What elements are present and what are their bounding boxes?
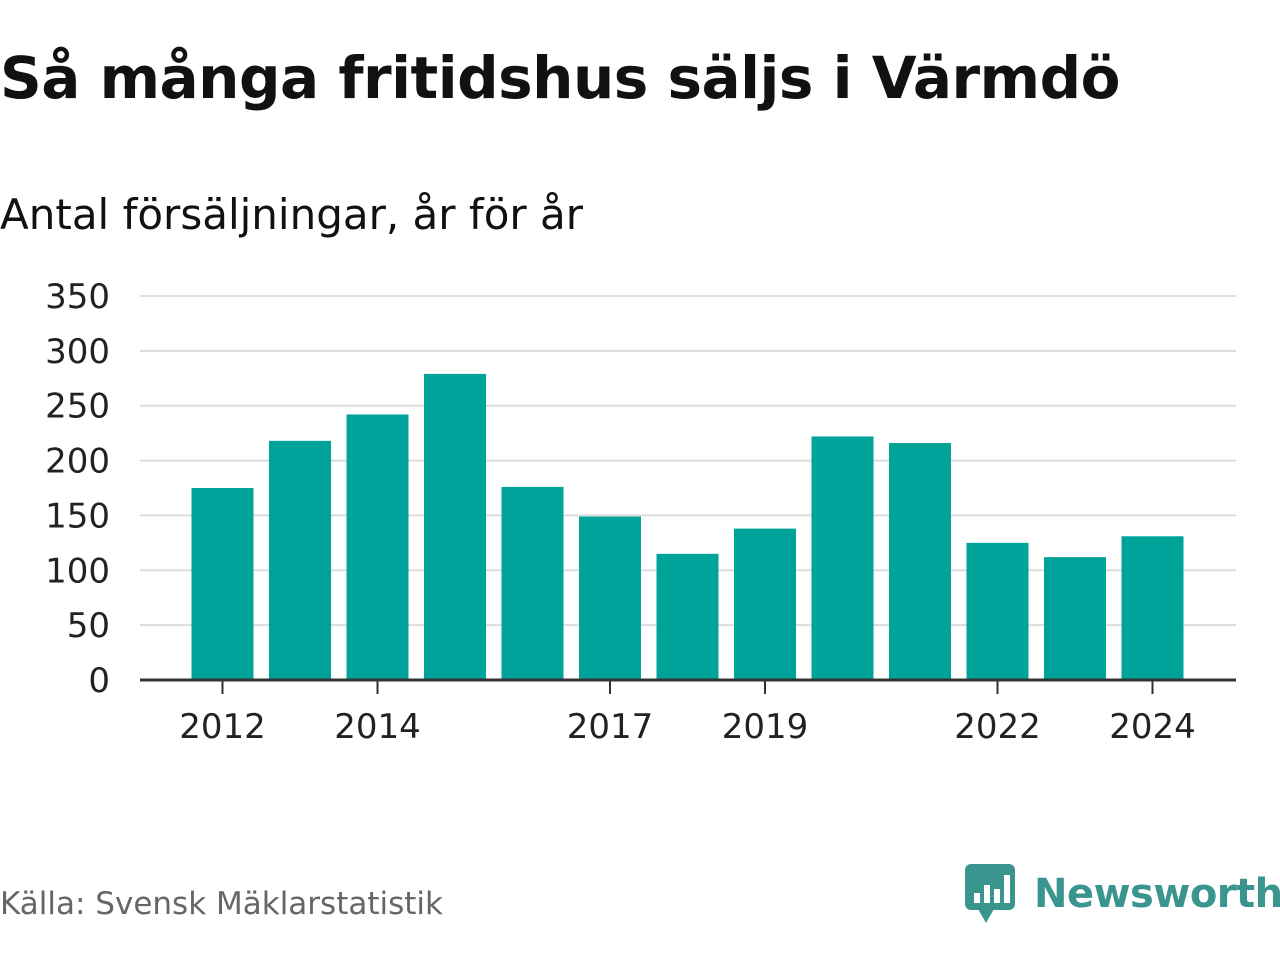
bar-2017 (579, 516, 641, 680)
bar-2014 (346, 414, 409, 680)
bars (191, 373, 1184, 680)
y-tick-label: 50 (67, 606, 110, 646)
x-tick-label: 2022 (954, 707, 1041, 747)
bar-2012 (191, 488, 254, 680)
x-tick-label: 2012 (179, 707, 266, 747)
bar-2022 (966, 542, 1029, 680)
bar-2024 (1121, 536, 1184, 680)
y-tick-label: 200 (45, 442, 110, 482)
x-tick-label: 2014 (334, 707, 421, 747)
brand-logo: Newsworthy (964, 862, 1280, 926)
bar-2018 (656, 553, 719, 680)
bar-2023 (1044, 557, 1106, 680)
chart-title: Så många fritidshus säljs i Värmdö (0, 44, 1120, 112)
bar-2015 (424, 373, 486, 680)
bar-2020 (811, 436, 874, 680)
x-axis-tick-labels: 2012 2014 2017 2019 2022 2024 (179, 707, 1196, 747)
x-tick-label: 2017 (567, 707, 654, 747)
y-tick-label: 300 (45, 332, 110, 372)
chart-subtitle: Antal försäljningar, år för år (0, 190, 584, 239)
brand-name: Newsworthy (1034, 871, 1280, 917)
y-tick-label: 100 (45, 551, 110, 591)
x-tick-label: 2024 (1109, 707, 1196, 747)
bar-2019 (734, 528, 796, 680)
newsworthy-logo-icon (965, 864, 1015, 923)
bar-2016 (501, 486, 564, 680)
y-tick-label: 250 (45, 387, 110, 427)
bar-2021 (889, 443, 951, 680)
source-note: Källa: Svensk Mäklarstatistik (0, 886, 443, 922)
y-tick-label: 150 (45, 496, 110, 536)
bar-2013 (269, 440, 331, 680)
y-axis-tick-labels: 0 50 100 150 200 250 300 350 (45, 277, 110, 701)
y-tick-label: 0 (88, 661, 110, 701)
x-tick-label: 2019 (722, 707, 809, 747)
x-axis (140, 678, 1236, 694)
y-tick-label: 350 (45, 277, 110, 317)
